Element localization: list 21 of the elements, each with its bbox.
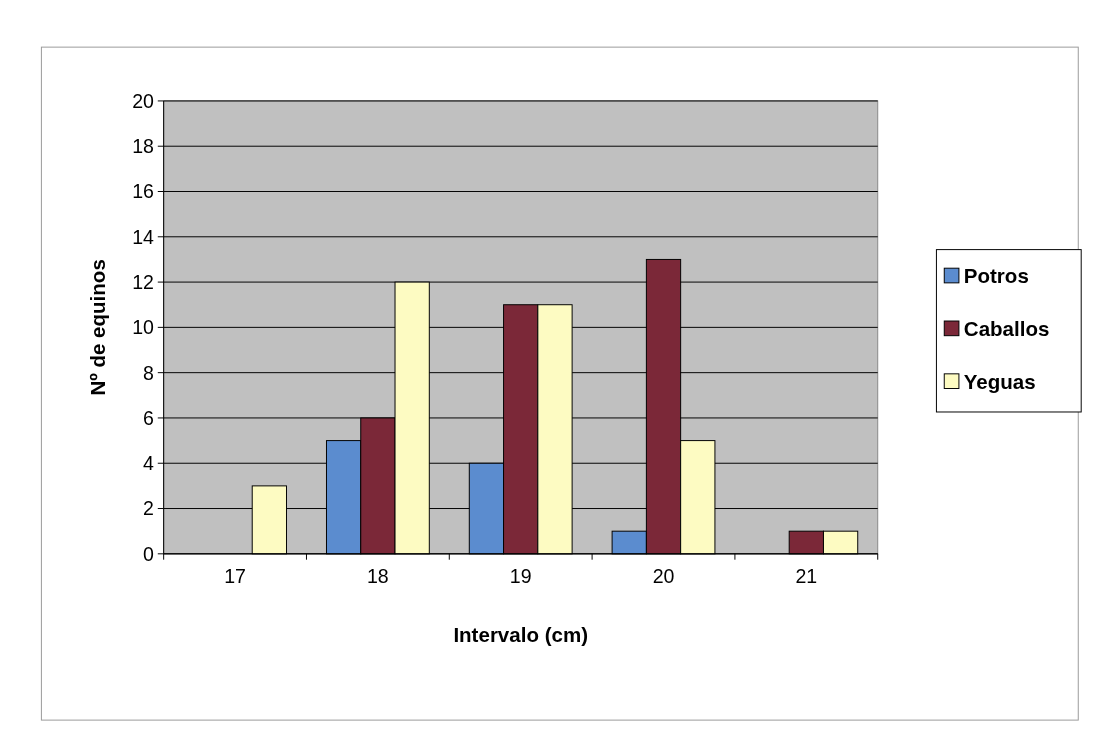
x-tick-label: 19 <box>509 565 532 588</box>
x-tick-label: 18 <box>367 565 389 588</box>
y-axis-title: Nº de equinos <box>85 259 109 396</box>
y-tick-label: 10 <box>132 316 155 339</box>
y-tick-label: 0 <box>143 542 155 565</box>
y-tick-label: 16 <box>132 180 155 203</box>
x-tick-label: 21 <box>795 565 818 588</box>
y-tick-label: 8 <box>143 361 155 384</box>
y-tick-label: 2 <box>143 497 154 520</box>
legend-label: Yeguas <box>963 369 1036 393</box>
y-tick-label: 12 <box>132 270 154 293</box>
x-axis-title: Intervalo (cm) <box>453 622 589 646</box>
x-tick-label: 17 <box>224 565 246 588</box>
x-tick-label: 20 <box>652 565 675 588</box>
legend-label: Potros <box>963 264 1029 288</box>
y-tick-label: 6 <box>143 406 155 429</box>
y-tick-label: 18 <box>132 135 155 158</box>
y-tick-label: 4 <box>143 452 155 475</box>
y-tick-label: 14 <box>132 225 155 248</box>
legend-label: Caballos <box>963 317 1050 341</box>
y-tick-label: 20 <box>132 89 155 112</box>
